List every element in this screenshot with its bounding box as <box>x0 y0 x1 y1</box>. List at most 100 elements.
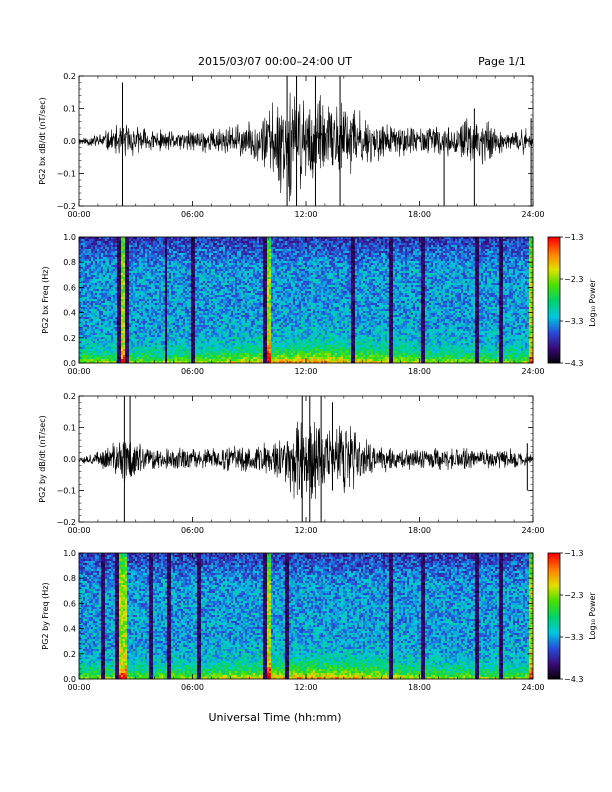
spectrogram-cell <box>89 243 91 245</box>
spectrogram-cell <box>113 303 115 305</box>
spectrogram-cell <box>101 249 103 251</box>
spectrogram-cell <box>101 241 103 243</box>
spectrogram-cell <box>85 239 87 241</box>
spectrogram-cell <box>105 295 107 297</box>
spectrogram-cell <box>109 251 111 253</box>
spectrogram-cell <box>117 241 119 243</box>
spectrogram-cell <box>81 243 83 245</box>
spectrogram-cell <box>113 249 115 251</box>
spectrogram-cell <box>101 271 103 273</box>
spectrogram-cell <box>113 313 115 315</box>
spectrogram-cell <box>93 239 95 241</box>
spectrogram-cell <box>101 267 103 269</box>
spectrogram-cell <box>83 241 85 243</box>
spectrogram-cell <box>115 333 117 335</box>
spectrogram-cell <box>121 267 123 269</box>
spectrogram-cell <box>99 357 101 359</box>
spectrogram-cell <box>105 325 107 327</box>
spectrogram-cell <box>105 321 107 323</box>
spectrogram-cell <box>119 359 121 361</box>
spectrogram-cell <box>81 345 83 347</box>
spectrogram-cell <box>113 301 115 303</box>
spectrogram-cell <box>101 283 103 285</box>
spectrogram-cell <box>97 251 99 253</box>
spectrogram-cell <box>101 299 103 301</box>
spectrogram-cell <box>103 277 105 279</box>
spectrogram-cell <box>117 267 119 269</box>
spectrogram-cell <box>97 341 99 343</box>
spectrogram-cell <box>101 321 103 323</box>
spectrogram-cell <box>105 355 107 357</box>
spectrogram-cell <box>95 271 97 273</box>
spectrogram-cell <box>97 267 99 269</box>
spectrogram-cell <box>89 255 91 257</box>
spectrogram-cell <box>93 323 95 325</box>
spectrogram-cell <box>101 247 103 249</box>
spectrogram-cell <box>101 329 103 331</box>
spectrogram-cell <box>97 347 99 349</box>
page-number: Page 1/1 <box>478 55 526 68</box>
spectrogram-cell <box>107 267 109 269</box>
spectrogram-cell <box>83 323 85 325</box>
spectrogram-cell <box>117 297 119 299</box>
spectrogram-cell <box>89 321 91 323</box>
spectrogram-cell <box>113 315 115 317</box>
spectrogram-cell <box>117 347 119 349</box>
spectrogram-cell <box>97 287 99 289</box>
spectrogram-cell <box>117 255 119 257</box>
spectrogram-cell <box>83 319 85 321</box>
spectrogram-cell <box>81 259 83 261</box>
spectrogram-cell <box>83 355 85 357</box>
spectrogram-cell <box>105 289 107 291</box>
spectrogram-cell <box>87 359 89 361</box>
spectrogram-cell <box>107 357 109 359</box>
spectrogram-cell <box>101 255 103 257</box>
spectrogram-cell <box>121 327 123 329</box>
spectrogram-cell <box>111 291 113 293</box>
spectrogram-cell <box>97 325 99 327</box>
spectrogram-cell <box>97 311 99 313</box>
x-tick-label: 00:00 <box>67 210 90 219</box>
spectrogram-cell <box>121 289 123 291</box>
spectrogram-cell <box>105 285 107 287</box>
spectrogram-cell <box>103 329 105 331</box>
spectrogram-cell <box>91 281 93 283</box>
spectrogram-cell <box>83 275 85 277</box>
spectrogram-cell <box>81 265 83 267</box>
spectrogram-cell <box>89 259 91 261</box>
spectrogram-cell <box>101 345 103 347</box>
spectrogram-cell <box>99 315 101 317</box>
spectrogram-cell <box>95 299 97 301</box>
spectrogram-cell <box>81 289 83 291</box>
spectrogram-cell <box>121 337 123 339</box>
spectrogram-cell <box>93 325 95 327</box>
spectrogram-cell <box>111 263 113 265</box>
spectrogram-cell <box>93 297 95 299</box>
spectrogram-cell <box>119 293 121 295</box>
spectrogram-cell <box>109 265 111 267</box>
spectrogram-cell <box>115 247 117 249</box>
spectrogram-cell <box>111 265 113 267</box>
spectrogram-cell <box>91 333 93 335</box>
spectrogram-cell <box>113 265 115 267</box>
spectrogram-cell <box>97 339 99 341</box>
spectrogram-cell <box>115 357 117 359</box>
spectrogram-cell <box>115 339 117 341</box>
spectrogram-cell <box>105 259 107 261</box>
spectrogram-cell <box>115 325 117 327</box>
spectrogram-cell <box>113 283 115 285</box>
spectrogram-cell <box>87 295 89 297</box>
spectrogram-cell <box>97 313 99 315</box>
spectrogram-cell <box>101 349 103 351</box>
spectrogram-cell <box>87 337 89 339</box>
spectrogram-cell <box>93 333 95 335</box>
spectrogram-cell <box>95 313 97 315</box>
spectrogram-cell <box>115 323 117 325</box>
spectrogram-cell <box>103 317 105 319</box>
spectrogram-cell <box>99 333 101 335</box>
spectrogram-cell <box>89 245 91 247</box>
spectrogram-cell <box>113 253 115 255</box>
spectrogram-cell <box>117 289 119 291</box>
spectrogram-cell <box>95 243 97 245</box>
spectrogram-cell <box>109 291 111 293</box>
